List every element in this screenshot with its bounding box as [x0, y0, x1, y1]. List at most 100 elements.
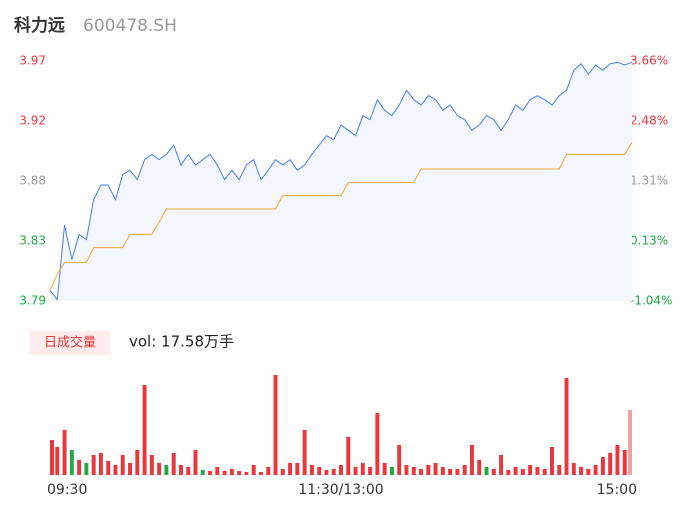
y2-tick-label: 3.66% [630, 54, 668, 68]
volume-bar [229, 469, 234, 475]
volume-bar [477, 460, 482, 475]
y-tick-label: 3.92 [19, 114, 46, 128]
volume-bar [324, 470, 329, 475]
volume-bar [98, 453, 103, 475]
volume-bar [200, 470, 205, 475]
volume-bar [499, 455, 504, 475]
volume-bar [571, 463, 576, 475]
volume-bar [360, 463, 365, 475]
volume-bar [615, 445, 620, 475]
volume-bar [266, 467, 271, 475]
price-area [50, 62, 632, 302]
volume-bar [506, 470, 511, 475]
volume-bar [77, 460, 82, 475]
volume-bar [186, 467, 191, 475]
volume-bar [440, 467, 445, 475]
volume-bar [164, 465, 169, 475]
volume-bar [600, 457, 605, 475]
volume-bar [244, 472, 249, 475]
volume-bar [273, 375, 278, 475]
volume-bar [549, 447, 554, 475]
volume-bar [433, 463, 438, 475]
volume-bar [462, 465, 467, 475]
volume-bar [586, 469, 591, 475]
volume-bar [331, 469, 336, 475]
volume-bar [375, 413, 380, 475]
volume-bar [55, 447, 60, 475]
volume-bar [339, 465, 343, 475]
volume-bar [397, 445, 402, 475]
volume-bar [135, 450, 140, 475]
volume-bar [411, 467, 416, 475]
stock-name: 科力远 [14, 15, 65, 36]
volume-bar [128, 463, 133, 475]
y-tick-label: 3.83 [19, 234, 46, 248]
volume-bar [622, 450, 627, 475]
volume-bar [171, 453, 176, 475]
x-tick-label: 09:30 [47, 482, 87, 498]
volume-bar [50, 440, 54, 475]
volume-bar [295, 463, 300, 475]
x-tick-label: 15:00 [597, 482, 637, 498]
volume-bar [157, 463, 162, 475]
y-tick-label: 3.88 [19, 174, 46, 188]
volume-bar [317, 467, 322, 475]
volume-tab[interactable]: 日成交量 [44, 335, 96, 351]
volume-bar [368, 467, 373, 475]
volume-bar [557, 465, 562, 475]
volume-bar [258, 472, 263, 475]
volume-bar [419, 469, 424, 475]
volume-bar [215, 467, 220, 475]
volume-bar [455, 469, 460, 475]
volume-bar [149, 455, 154, 475]
volume-bar [251, 465, 256, 475]
volume-bar [280, 469, 285, 475]
y2-tick-label: -1.04% [630, 294, 672, 308]
volume-bar [564, 378, 569, 475]
volume-bar [535, 467, 540, 475]
stock-code: 600478.SH [83, 16, 177, 36]
volume-bar [193, 450, 198, 475]
y2-tick-label: 1.31% [630, 174, 668, 188]
y-tick-label: 3.97 [19, 54, 46, 68]
y2-tick-label: 2.48% [630, 114, 668, 128]
volume-bar [579, 467, 584, 475]
volume-bar [120, 455, 125, 475]
volume-bar [208, 471, 213, 475]
volume-bar [426, 465, 431, 475]
volume-label: vol: 17.58万手 [129, 333, 234, 351]
volume-bar [608, 453, 613, 475]
volume-bar [288, 463, 293, 475]
volume-bar [69, 450, 74, 475]
volume-bar [178, 465, 183, 475]
volume-bar [309, 465, 314, 475]
volume-bar [113, 465, 118, 475]
volume-bar [520, 469, 525, 475]
volume-bar [448, 469, 453, 475]
volume-bar [353, 467, 358, 475]
price-line [49, 61, 633, 301]
volume-bar [91, 455, 96, 475]
volume-bar [389, 467, 394, 475]
tab-bg[interactable] [30, 331, 110, 355]
average-line [49, 142, 633, 291]
volume-bar [542, 469, 547, 475]
volume-bar [237, 471, 242, 475]
volume-bar [106, 461, 111, 475]
volume-bar [593, 465, 598, 475]
volume-bar [484, 467, 489, 475]
volume-bar [513, 467, 518, 475]
volume-bar [142, 385, 147, 475]
volume-bar [404, 465, 409, 475]
volume-bar [469, 445, 474, 475]
volume-bar [628, 410, 632, 475]
volume-bar [84, 463, 89, 475]
volume-bar [528, 465, 533, 475]
volume-bar [382, 463, 387, 475]
volume-bar [491, 469, 496, 475]
volume-bar [302, 430, 307, 475]
x-tick-label: 11:30/13:00 [298, 482, 383, 498]
volume-bar [222, 471, 227, 475]
volume-bar [62, 430, 67, 475]
y2-tick-label: 0.13% [630, 234, 668, 248]
